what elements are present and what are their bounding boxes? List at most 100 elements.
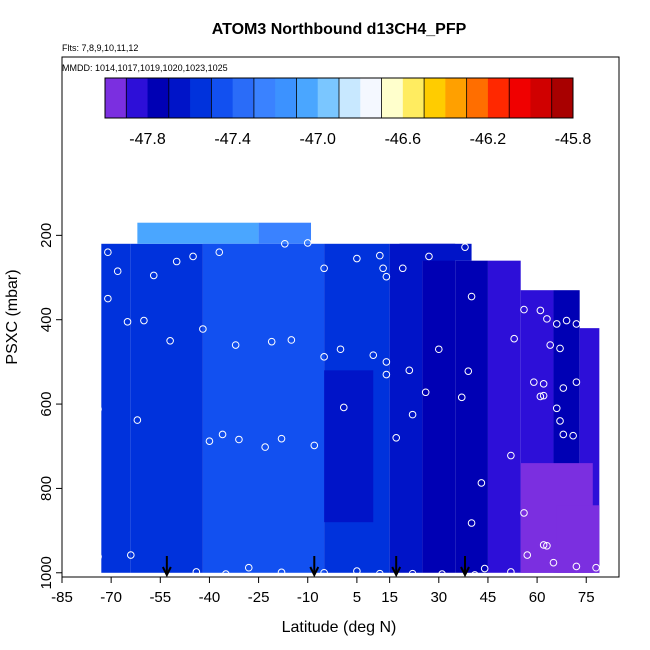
sample-point — [471, 571, 479, 579]
sample-point — [520, 509, 528, 517]
colorbar-segment — [339, 78, 361, 118]
sample-point — [461, 243, 469, 251]
sample-point — [510, 334, 518, 343]
heatmap-patch-1 — [556, 505, 600, 573]
colorbar-tick-label: -47.4 — [214, 131, 251, 148]
sample-point — [382, 370, 391, 379]
sample-point — [480, 564, 489, 573]
y-tick-label: 800 — [38, 476, 55, 501]
heatmap-column-0 — [101, 243, 131, 573]
sample-point — [205, 437, 214, 445]
heatmap-column-6 — [389, 243, 423, 573]
colorbar-segment — [509, 78, 531, 118]
x-tick-label: 45 — [480, 589, 497, 606]
sample-point — [543, 541, 551, 550]
sample-point — [392, 434, 401, 442]
sample-point — [353, 567, 361, 575]
sample-point — [189, 252, 197, 261]
heatmap-patch-3 — [399, 243, 472, 261]
colorbar-segment — [424, 78, 446, 118]
sample-point — [523, 551, 532, 559]
sample-point — [507, 451, 515, 460]
sample-point — [353, 254, 361, 263]
sample-point — [457, 393, 466, 402]
sample-point — [113, 267, 122, 276]
sample-point — [104, 248, 112, 257]
sample-point — [192, 568, 201, 576]
sample-point — [310, 441, 319, 450]
colorbar-frame — [104, 77, 574, 119]
colorbar-tick-label: -47.0 — [299, 131, 336, 148]
colorbar-segment — [147, 78, 170, 118]
sample-point — [339, 403, 348, 412]
colorbar-tick-label: -46.2 — [470, 131, 507, 148]
heatmap-column-3 — [258, 222, 312, 244]
plot-frame — [61, 56, 620, 578]
x-tick-label: 60 — [529, 589, 546, 606]
sample-point — [572, 378, 581, 386]
sample-point — [382, 358, 391, 366]
sample-point — [552, 320, 561, 328]
sample-point — [94, 552, 102, 561]
x-tick-label: -10 — [297, 589, 319, 606]
colorbar-segment — [190, 78, 212, 118]
colorbar-segment — [211, 78, 234, 118]
colorbar-segment — [466, 78, 489, 118]
sample-point — [235, 435, 243, 444]
heatmap-patch-2 — [324, 370, 374, 523]
sample-point — [369, 351, 378, 359]
sample-point — [320, 264, 328, 273]
sample-point — [94, 405, 102, 413]
colorbar-segment — [360, 78, 383, 118]
sample-point — [149, 271, 158, 280]
sample-point — [539, 391, 548, 400]
sample-point — [303, 239, 312, 247]
sample-point — [277, 568, 286, 577]
sample-point — [467, 292, 476, 301]
colorbar-tick-label: -45.8 — [555, 131, 592, 148]
colorbar: -47.8 -47.4 -47.0 -46.6 -46.2 -45.8 — [104, 77, 592, 148]
sample-point — [421, 388, 430, 397]
sample-point — [277, 434, 286, 443]
sample-point — [140, 316, 148, 325]
sample-point — [336, 345, 345, 354]
sample-point — [261, 443, 269, 451]
sample-point — [562, 316, 571, 325]
heatmap-column-1 — [130, 243, 203, 573]
sample-point — [464, 367, 473, 375]
sample-point — [199, 325, 207, 333]
sample-point — [559, 430, 568, 439]
sample-point — [231, 341, 240, 349]
colorbar-segment — [296, 78, 319, 118]
x-tick-label: -85 — [51, 589, 73, 606]
latitude-arrows — [161, 556, 470, 578]
sample-point — [244, 563, 253, 572]
x-tick-label: -70 — [100, 589, 122, 606]
x-axis-label: Latitude (deg N) — [282, 619, 397, 636]
heatmap-column-4 — [202, 243, 325, 573]
x-tick-label: 75 — [578, 589, 595, 606]
sample-point — [556, 417, 564, 425]
colorbar-segment — [445, 78, 468, 118]
sample-point — [166, 337, 174, 345]
sample-points — [94, 230, 600, 579]
sample-point — [379, 264, 387, 273]
latitude-arrow — [309, 556, 320, 578]
sample-point — [569, 431, 577, 440]
sample-point — [215, 248, 224, 257]
sample-point — [539, 541, 548, 549]
sample-point — [127, 551, 135, 559]
chart-title: ATOM3 Northbound d13CH4_PFP — [212, 21, 467, 38]
sample-point — [539, 380, 548, 388]
heatmap-column-7 — [422, 243, 456, 573]
y-tick-label: 1000 — [38, 556, 55, 589]
x-tick-label: -55 — [149, 589, 171, 606]
sample-point — [467, 519, 476, 527]
sample-point — [546, 341, 554, 349]
sample-point — [398, 264, 407, 273]
sample-point — [376, 251, 384, 260]
heatmap-column-2 — [137, 222, 259, 244]
sample-point — [559, 384, 568, 392]
sample-point — [382, 272, 391, 281]
